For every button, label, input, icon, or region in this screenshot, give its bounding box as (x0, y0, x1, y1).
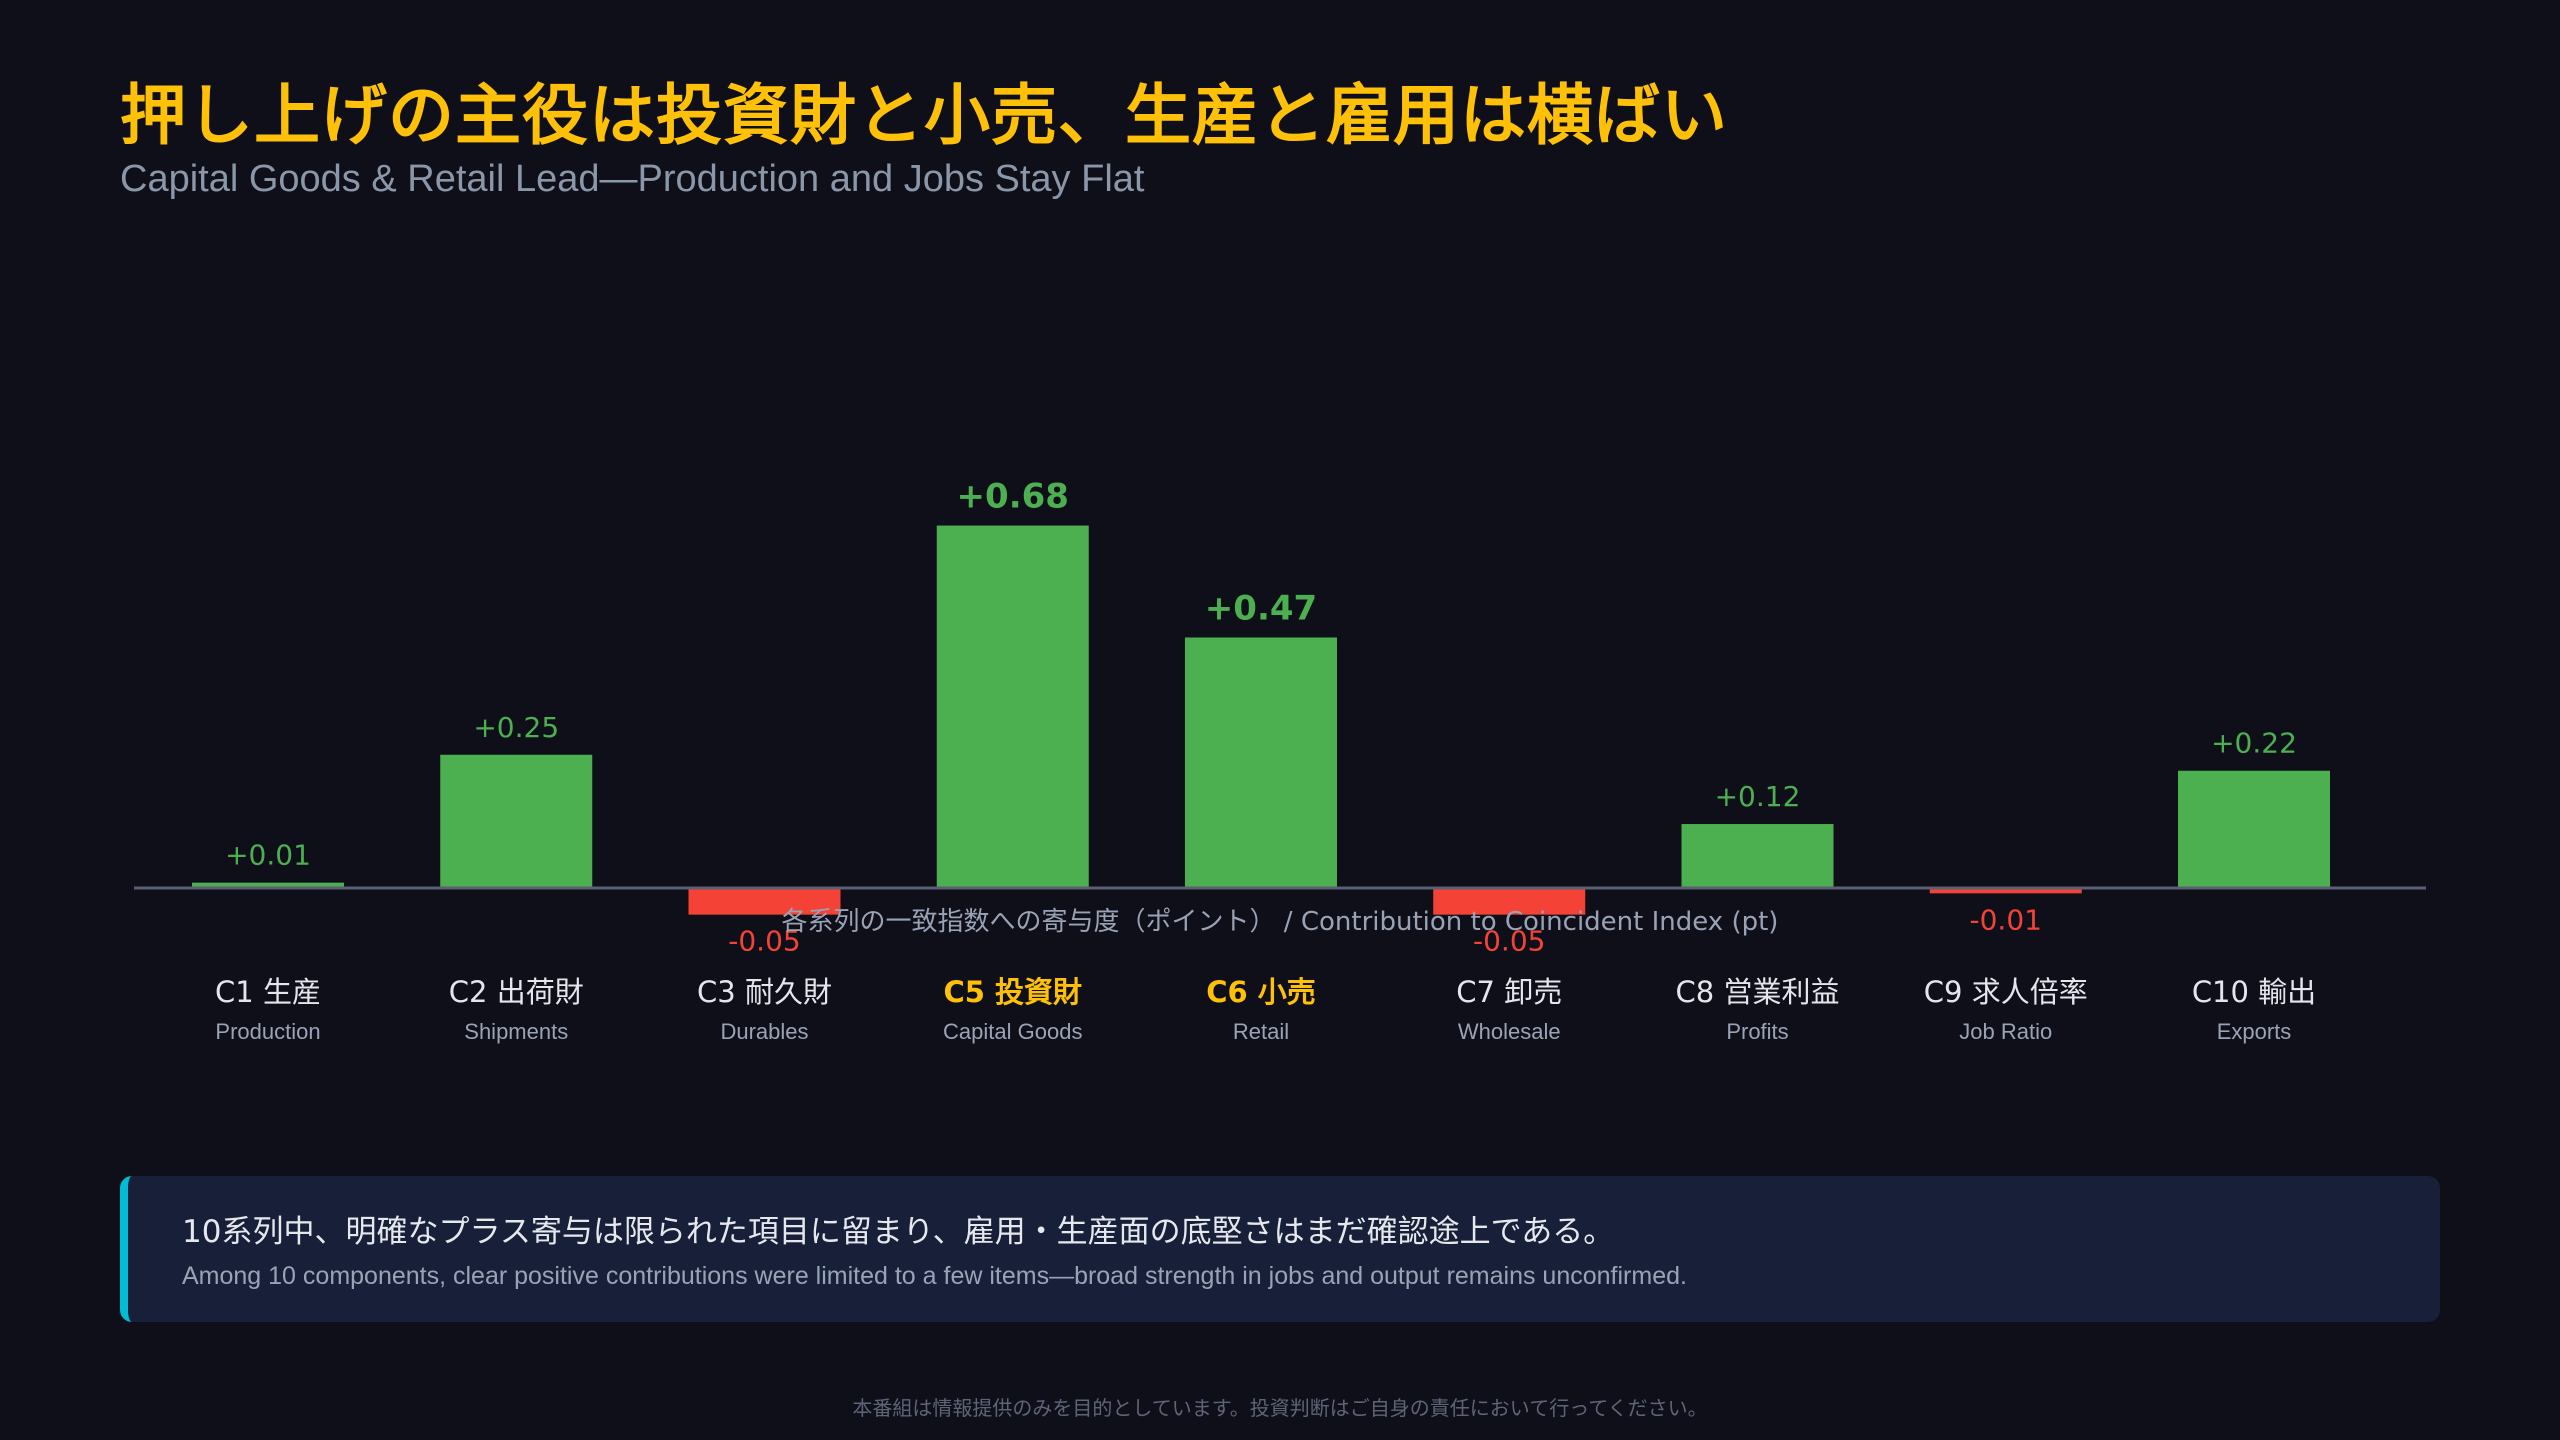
bar-c7 (1433, 888, 1586, 915)
summary-note: 10系列中、明確なプラス寄与は限られた項目に留まり、雇用・生産面の底堅さはまだ確… (120, 1176, 2440, 1322)
value-label-c2: +0.25 (473, 711, 559, 744)
category-sublabel-c3: Durables (720, 1019, 808, 1044)
value-label-c1: +0.01 (225, 839, 311, 872)
value-label-c8: +0.12 (1715, 780, 1801, 813)
value-label-c9: -0.01 (1970, 903, 2042, 936)
category-label-c8: C8 営業利益 (1676, 975, 1840, 1009)
contribution-bar-chart: +0.01 C1 生産 Production +0.25 C2 出荷財 Shipments… (134, 477, 2426, 1044)
page-subtitle: Capital Goods & Retail Lead—Production a… (120, 158, 1145, 200)
bar-c6 (1185, 637, 1337, 888)
category-label-c10: C10 輸出 (2192, 975, 2316, 1009)
category-label-c7: C7 卸売 (1456, 975, 1562, 1009)
category-label-c6: C6 小売 (1206, 975, 1316, 1009)
category-label-c9: C9 求人倍率 (1924, 975, 2088, 1009)
category-sublabel-c1: Production (215, 1019, 320, 1044)
category-sublabel-c8: Profits (1726, 1019, 1788, 1044)
category-sublabel-c6: Retail (1233, 1019, 1289, 1044)
category-sublabel-c7: Wholesale (1458, 1019, 1561, 1044)
category-label-c2: C2 出荷財 (449, 975, 584, 1009)
bar-c3 (688, 888, 841, 915)
value-label-c6: +0.47 (1205, 588, 1317, 628)
category-sublabel-c5: Capital Goods (943, 1019, 1082, 1044)
category-sublabel-c9: Job Ratio (1959, 1019, 2052, 1044)
value-label-c7: -0.05 (1473, 925, 1545, 958)
category-sublabel-c10: Exports (2217, 1019, 2292, 1044)
value-label-c5: +0.68 (957, 477, 1069, 517)
category-label-c1: C1 生産 (215, 975, 321, 1009)
bar-c9 (1929, 888, 2082, 894)
x-axis-label: 各系列の一致指数への寄与度（ポイント） / Contribution to Co… (782, 907, 1779, 937)
bar-c8 (1681, 824, 1834, 888)
bar-c2 (440, 754, 593, 888)
value-label-c10: +0.22 (2211, 727, 2297, 760)
value-label-c3: -0.05 (728, 925, 800, 958)
summary-note-jp: 10系列中、明確なプラス寄与は限られた項目に留まり、雇用・生産面の底堅さはまだ確… (182, 1214, 1615, 1250)
category-label-c5: C5 投資財 (943, 975, 1082, 1009)
category-sublabel-c2: Shipments (464, 1019, 568, 1044)
bar-c5 (936, 525, 1089, 888)
category-label-c3: C3 耐久財 (697, 975, 832, 1009)
page-title: 押し上げの主役は投資財と小売、生産と雇用は横ばい (120, 77, 1728, 154)
summary-note-en: Among 10 components, clear positive cont… (182, 1262, 1687, 1290)
disclaimer: 本番組は情報提供のみを目的としています。投資判断はご自身の責任において行ってくだ… (852, 1396, 1708, 1420)
bar-c1 (192, 882, 344, 888)
bar-c10 (2178, 770, 2330, 888)
